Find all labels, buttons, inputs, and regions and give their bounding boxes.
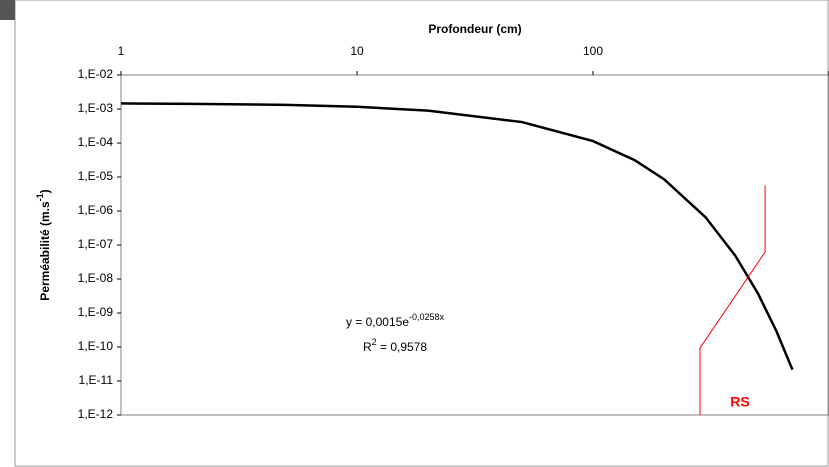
y-axis-title: Perméabilité (m.s-1) xyxy=(35,189,52,300)
y-tick-label: 1,E-04 xyxy=(78,135,114,149)
y-tick-label: 1,E-10 xyxy=(78,339,114,353)
background-fragment xyxy=(0,0,15,20)
y-tick-label: 1,E-03 xyxy=(78,101,114,115)
y-tick-label: 1,E-09 xyxy=(78,305,114,319)
x-axis-title: Profondeur (cm) xyxy=(428,22,521,36)
equation: y = 0,0015e-0,0258x xyxy=(346,312,445,329)
r-squared: R2 = 0,9578 xyxy=(363,337,427,354)
series-line xyxy=(699,185,766,415)
x-tick-label: 1 xyxy=(118,44,125,58)
y-tick-label: 1,E-11 xyxy=(79,373,114,387)
series-label: RS xyxy=(730,394,749,410)
y-tick-label: 1,E-07 xyxy=(78,237,114,251)
x-tick-label: 10 xyxy=(350,44,364,58)
y-tick-label: 1,E-06 xyxy=(78,203,114,217)
y-tick-label: 1,E-12 xyxy=(78,407,114,421)
y-tick-label: 1,E-05 xyxy=(78,169,114,183)
chart-frame xyxy=(14,0,829,467)
series-line xyxy=(120,102,794,371)
y-tick-label: 1,E-08 xyxy=(78,271,114,285)
x-tick-label: 100 xyxy=(583,44,603,58)
y-tick-label: 1,E-02 xyxy=(78,67,114,81)
